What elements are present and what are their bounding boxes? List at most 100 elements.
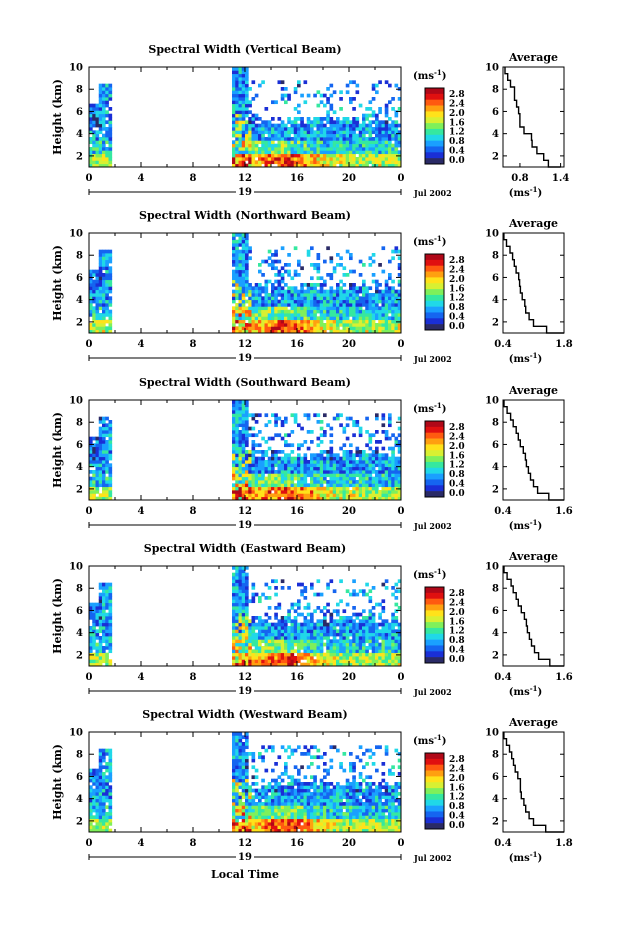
heatmap-cell bbox=[238, 293, 243, 297]
x-tick-label: 0 bbox=[86, 339, 93, 350]
heatmap-cell bbox=[98, 93, 103, 98]
heatmap-cell bbox=[280, 486, 285, 491]
heatmap-cell bbox=[368, 632, 373, 637]
heatmap-cell bbox=[98, 473, 103, 478]
heatmap-cell bbox=[267, 293, 272, 297]
heatmap-cell bbox=[319, 163, 324, 168]
heatmap-cell bbox=[345, 463, 350, 468]
heatmap-cell bbox=[287, 443, 291, 448]
heatmap-cell bbox=[264, 423, 269, 428]
heatmap-cell bbox=[297, 303, 301, 307]
profile-y-tick-label: 8 bbox=[492, 251, 499, 262]
heatmap-cell bbox=[332, 323, 337, 327]
heatmap-cell bbox=[245, 140, 249, 145]
heatmap-cell bbox=[235, 446, 239, 451]
heatmap-cell bbox=[267, 486, 272, 491]
heatmap-cell bbox=[313, 299, 317, 304]
heatmap-cell bbox=[323, 150, 327, 155]
heatmap-cell bbox=[241, 656, 246, 660]
heatmap-cell bbox=[98, 90, 103, 95]
heatmap-cell bbox=[102, 822, 106, 826]
colorbar-unit-base: (ms bbox=[413, 237, 434, 248]
heatmap-cell bbox=[287, 483, 291, 488]
heatmap-cell bbox=[92, 602, 96, 607]
heatmap-cell bbox=[245, 738, 249, 743]
heatmap-cell bbox=[248, 157, 252, 161]
heatmap-cell bbox=[248, 652, 252, 657]
heatmap-cell bbox=[89, 120, 93, 125]
heatmap-cell bbox=[277, 473, 282, 478]
heatmap-cell bbox=[92, 768, 96, 773]
heatmap-cell bbox=[241, 446, 246, 451]
heatmap-cell bbox=[375, 486, 379, 491]
heatmap-cell bbox=[349, 80, 353, 85]
heatmap-cell bbox=[92, 470, 96, 474]
heatmap-cell bbox=[381, 137, 386, 141]
heatmap-cell bbox=[329, 293, 334, 297]
heatmap-cell bbox=[355, 460, 360, 464]
heatmap-cell bbox=[105, 476, 109, 481]
heatmap-cell bbox=[313, 652, 317, 657]
heatmap-cell bbox=[248, 825, 252, 830]
heatmap-cell bbox=[297, 117, 301, 121]
heatmap-cell bbox=[381, 306, 386, 311]
heatmap-cell bbox=[238, 792, 243, 796]
heatmap-cell bbox=[290, 602, 295, 607]
colorbar-swatch bbox=[425, 277, 444, 284]
heatmap-cell bbox=[105, 100, 109, 105]
heatmap-cell bbox=[329, 659, 334, 664]
heatmap-cell bbox=[394, 483, 399, 488]
heatmap-cell bbox=[326, 143, 330, 148]
heatmap-cell bbox=[98, 306, 103, 311]
heatmap-cell bbox=[254, 316, 259, 321]
heatmap-cell bbox=[280, 636, 285, 640]
heatmap-cell bbox=[287, 296, 291, 301]
heatmap-cell bbox=[108, 440, 113, 444]
heatmap-cell bbox=[264, 659, 269, 664]
heatmap-cell bbox=[271, 160, 275, 165]
heatmap-cell bbox=[378, 289, 382, 294]
heatmap-cell bbox=[319, 659, 324, 664]
heatmap-cell bbox=[355, 319, 360, 324]
heatmap-cell bbox=[92, 309, 96, 314]
heatmap-cell bbox=[108, 143, 113, 148]
heatmap-cell bbox=[235, 406, 239, 411]
heatmap-cell bbox=[375, 622, 379, 627]
heatmap-cell bbox=[368, 329, 373, 334]
heatmap-cell bbox=[238, 493, 243, 498]
heatmap-cell bbox=[342, 480, 347, 484]
heatmap-cell bbox=[358, 306, 363, 311]
heatmap-cell bbox=[326, 289, 330, 294]
heatmap-cell bbox=[319, 626, 324, 630]
heatmap-cell bbox=[378, 323, 382, 327]
heatmap-cell bbox=[108, 586, 113, 590]
heatmap-cell bbox=[108, 157, 113, 161]
heatmap-cell bbox=[238, 103, 243, 108]
y-tick-label: 4 bbox=[76, 129, 83, 140]
heatmap-cell bbox=[89, 306, 93, 311]
panel-0: Spectral Width (Vertical Beam)246810Heig… bbox=[51, 43, 569, 199]
heatmap-cell bbox=[345, 296, 350, 301]
heatmap-cell bbox=[238, 253, 243, 257]
heatmap-cell bbox=[303, 490, 308, 494]
heatmap-cell bbox=[391, 293, 395, 297]
heatmap-cell bbox=[98, 283, 103, 287]
heatmap-cell bbox=[102, 456, 106, 461]
heatmap-cell bbox=[388, 642, 392, 647]
heatmap-cell bbox=[105, 273, 109, 277]
heatmap-cell bbox=[241, 612, 246, 617]
x-tick-label: 12 bbox=[238, 672, 252, 683]
colorbar-label: 1.2 bbox=[449, 461, 465, 471]
colorbar-frame bbox=[424, 87, 445, 165]
heatmap-cell bbox=[284, 323, 288, 327]
heatmap-cell bbox=[368, 160, 373, 165]
heatmap-cell bbox=[355, 659, 360, 664]
heatmap-cell bbox=[313, 266, 317, 271]
heatmap-cell bbox=[290, 639, 295, 644]
heatmap-cell bbox=[232, 316, 236, 321]
heatmap-cell bbox=[368, 299, 373, 304]
heatmap-cell bbox=[293, 303, 298, 307]
heatmap-cell bbox=[232, 758, 236, 763]
heatmap-cell bbox=[245, 313, 249, 317]
heatmap-cell bbox=[280, 303, 285, 307]
